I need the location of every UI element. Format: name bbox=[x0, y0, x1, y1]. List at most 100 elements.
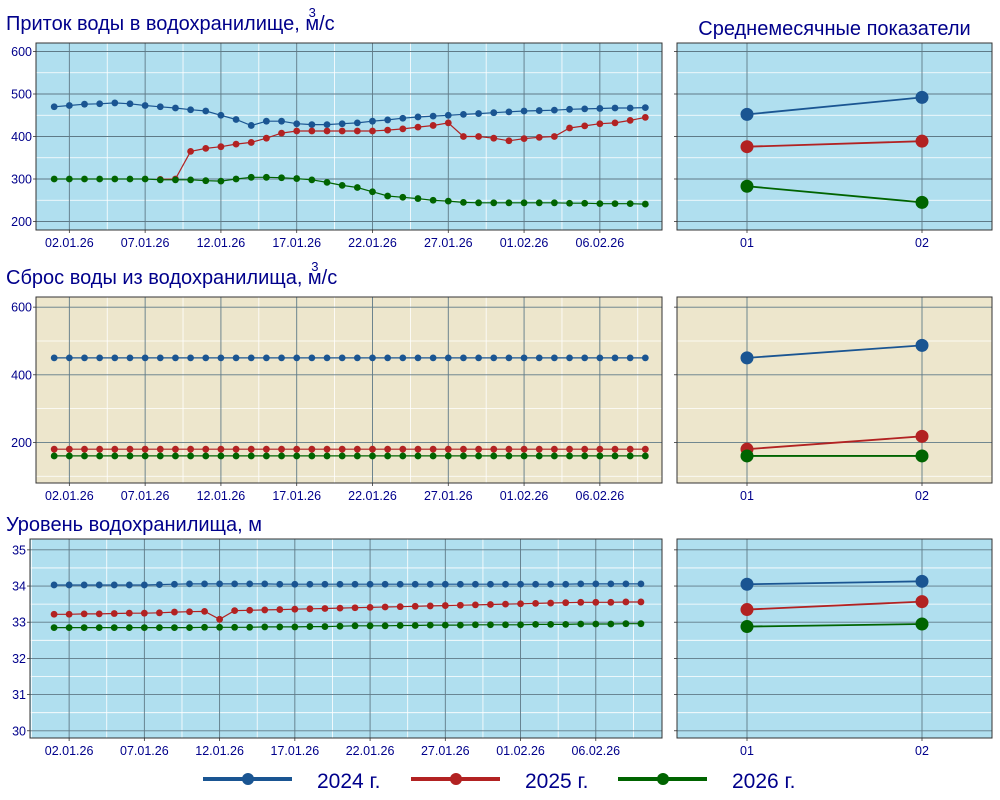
data-point bbox=[232, 116, 240, 123]
data-point bbox=[637, 620, 645, 628]
data-point bbox=[171, 624, 178, 632]
plot-border bbox=[676, 296, 993, 484]
data-point bbox=[487, 580, 494, 588]
data-point bbox=[217, 143, 225, 151]
data-point bbox=[96, 100, 104, 108]
data-point bbox=[308, 127, 316, 135]
summary-point bbox=[740, 179, 754, 193]
data-point bbox=[505, 354, 513, 362]
data-point bbox=[187, 176, 195, 184]
x-tick-label: 01 bbox=[740, 236, 754, 250]
data-point bbox=[490, 445, 498, 453]
summary-line bbox=[746, 185, 923, 204]
data-point bbox=[596, 354, 604, 362]
data-point bbox=[201, 607, 208, 615]
data-point bbox=[125, 609, 133, 617]
panel-outflow-main: 200 400 600 02.01.26 07.01.26 12.01.26 17.01.2… bbox=[11, 296, 663, 503]
data-point bbox=[338, 354, 346, 362]
data-point bbox=[626, 116, 634, 124]
data-point bbox=[502, 621, 509, 629]
data-point bbox=[547, 599, 555, 607]
data-point bbox=[186, 580, 193, 588]
summary-point bbox=[740, 107, 754, 121]
x-tick-label: 02 bbox=[915, 744, 929, 758]
data-point bbox=[202, 177, 210, 185]
y-tick-label: 600 bbox=[11, 45, 32, 59]
y-tick-label: 500 bbox=[11, 88, 32, 102]
data-point bbox=[262, 173, 270, 181]
data-point bbox=[338, 127, 346, 135]
data-point bbox=[172, 452, 179, 460]
x-tick-label: 02 bbox=[915, 489, 929, 503]
data-point bbox=[641, 452, 649, 460]
data-point bbox=[353, 127, 361, 135]
plot-background bbox=[30, 539, 662, 738]
series-2026 bbox=[50, 452, 649, 460]
data-point bbox=[411, 580, 419, 588]
data-point bbox=[566, 105, 573, 113]
data-point bbox=[626, 452, 634, 460]
data-point bbox=[96, 445, 104, 453]
summary-point bbox=[740, 577, 754, 591]
data-point bbox=[126, 452, 134, 460]
summary-point bbox=[740, 351, 754, 365]
data-point bbox=[566, 452, 573, 460]
data-point bbox=[323, 445, 331, 453]
summary-point bbox=[915, 449, 929, 463]
data-point bbox=[396, 622, 404, 629]
data-point bbox=[429, 112, 437, 120]
legend: 2024 г. 2025 г. 2026 г. bbox=[203, 770, 795, 793]
y-tick-label: 200 bbox=[11, 436, 32, 450]
data-point bbox=[460, 452, 467, 460]
data-point bbox=[278, 452, 285, 460]
x-tick-label: 01.02.26 bbox=[500, 489, 549, 503]
y-tick-label: 300 bbox=[11, 173, 32, 187]
legend-label: 2024 г. bbox=[317, 770, 380, 793]
panel-level-side: 01 02 bbox=[674, 538, 993, 758]
data-point bbox=[65, 452, 73, 460]
x-tick-label: 22.01.26 bbox=[346, 744, 395, 758]
summary-point bbox=[915, 195, 929, 209]
data-point bbox=[65, 581, 73, 589]
data-point bbox=[353, 184, 361, 191]
data-point bbox=[535, 452, 543, 460]
data-point bbox=[321, 605, 329, 612]
data-point bbox=[202, 145, 210, 152]
data-point bbox=[110, 581, 118, 589]
data-point bbox=[50, 354, 58, 362]
data-point bbox=[414, 195, 422, 202]
data-point bbox=[278, 354, 285, 362]
data-point bbox=[65, 624, 73, 632]
data-point bbox=[381, 580, 389, 588]
data-point bbox=[550, 106, 558, 114]
series-2025 bbox=[50, 598, 645, 623]
y-tick-label: 33 bbox=[12, 616, 26, 630]
data-point bbox=[366, 603, 374, 611]
summary-line bbox=[746, 344, 923, 359]
data-point bbox=[217, 354, 225, 362]
legend-label: 2026 г. bbox=[732, 770, 795, 793]
summary-point bbox=[915, 338, 929, 352]
data-point bbox=[547, 580, 555, 588]
x-tick-label: 01.02.26 bbox=[496, 744, 545, 758]
data-point bbox=[216, 615, 224, 623]
data-point bbox=[321, 623, 329, 630]
data-point bbox=[293, 127, 301, 135]
data-point bbox=[532, 600, 539, 607]
data-point bbox=[141, 354, 149, 362]
x-tick-label: 01 bbox=[740, 489, 754, 503]
data-point bbox=[550, 452, 558, 460]
data-point bbox=[336, 622, 344, 630]
summary-point bbox=[915, 429, 929, 443]
y-tick-label: 32 bbox=[12, 652, 26, 666]
data-point bbox=[306, 605, 314, 613]
data-point bbox=[475, 110, 482, 117]
data-point bbox=[186, 624, 193, 632]
data-point bbox=[592, 580, 600, 588]
x-tick-label: 01.02.26 bbox=[500, 236, 549, 250]
data-point bbox=[187, 445, 195, 453]
data-point bbox=[111, 452, 119, 460]
data-point bbox=[596, 200, 604, 208]
data-point bbox=[186, 608, 193, 616]
data-point bbox=[641, 445, 649, 453]
